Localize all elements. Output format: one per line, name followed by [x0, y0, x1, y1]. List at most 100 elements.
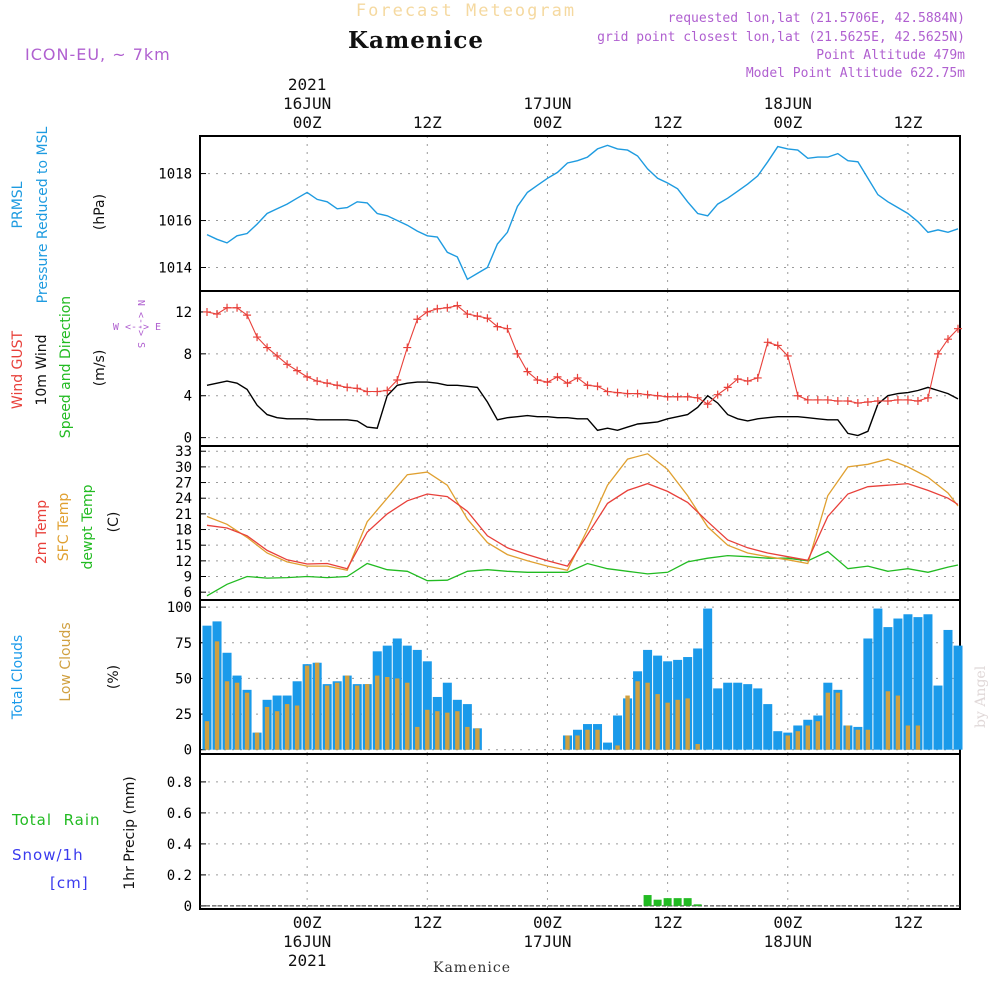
top-time-label: 12Z [893, 113, 922, 132]
wind-gust-marker [753, 373, 762, 382]
wind-gust-marker [943, 335, 952, 344]
rain-bar [663, 898, 672, 906]
low-cloud-bar [615, 745, 620, 750]
wind-gust-marker [903, 395, 912, 404]
wind-gust-marker [573, 373, 582, 382]
total-cloud-bar [893, 618, 903, 750]
low-cloud-bar [885, 691, 891, 750]
wind-ytick-label: 0 [184, 431, 192, 447]
temperature-ytick-label: 27 [175, 476, 192, 492]
low-cloud-bar [865, 729, 871, 750]
wind-gust-marker [323, 379, 332, 388]
wind-gust-marker [863, 398, 872, 407]
low-cloud-bar [685, 698, 690, 750]
precip-label-rain: Total Rain [11, 811, 101, 829]
low-cloud-bar [314, 662, 320, 750]
low-cloud-bar [355, 685, 360, 750]
wind-gust-marker [403, 343, 412, 352]
low-cloud-bar [805, 725, 811, 750]
wind-gust-marker [933, 349, 942, 358]
low-cloud-bar [294, 705, 300, 750]
wind-gust-marker [233, 303, 242, 312]
wind-gust-marker [273, 351, 282, 360]
wind-gust-marker [463, 310, 472, 319]
temperature-ytick-label: 30 [175, 460, 192, 476]
total-cloud-bar [733, 682, 743, 750]
wind-gust-marker [713, 390, 722, 399]
total-cloud-bar [693, 648, 703, 750]
clouds-label-b: Low Clouds [58, 622, 74, 701]
pressure-line [206, 144, 959, 281]
wind-gust-marker [803, 395, 812, 404]
total-cloud-bar [923, 614, 933, 750]
clouds-ytick-label: 75 [175, 636, 192, 652]
low-cloud-bar [575, 735, 580, 750]
bottom-time-label: 00Z [773, 913, 802, 932]
wind-gust-marker [853, 399, 862, 408]
low-cloud-bar [905, 725, 911, 750]
bottom-time-label: 18JUN [764, 932, 812, 951]
bottom-time-label: 2021 [288, 951, 327, 970]
wind-gust-marker [353, 384, 362, 393]
wind-gust-marker [503, 324, 512, 333]
wind-gust-marker [653, 391, 662, 400]
low-cloud-bar [204, 721, 210, 750]
low-cloud-bar [395, 678, 400, 750]
low-cloud-bar [835, 692, 841, 750]
precip-panel-frame [199, 753, 961, 910]
low-cloud-bar [815, 721, 821, 750]
wind-gust-marker [473, 312, 482, 321]
bottom-time-label: 00Z [293, 913, 322, 932]
top-time-label: 16JUN [283, 94, 331, 113]
wind-gust-marker [843, 396, 852, 405]
total-cloud-bar [933, 685, 943, 750]
low-cloud-bar [625, 695, 630, 750]
wind-gust-marker [283, 360, 292, 369]
rain-bar [673, 898, 682, 906]
footer-location: Kamenice [433, 960, 511, 976]
low-cloud-bar [214, 641, 220, 750]
bottom-time-label: 12Z [653, 913, 682, 932]
top-time-label: 00Z [293, 113, 322, 132]
wind-gust-marker [703, 400, 712, 409]
wind-gust-marker [923, 393, 932, 402]
wind-unit: (m/s) [92, 350, 108, 387]
model-name: ICON-EU, ~ 7km [25, 45, 171, 64]
wind-gust-marker [213, 310, 222, 319]
total-cloud-bar [613, 715, 623, 750]
low-cloud-bar [565, 735, 570, 750]
wind-gust-line [206, 305, 959, 405]
wind-gust-marker [483, 314, 492, 323]
clouds-ytick-label: 100 [167, 600, 192, 616]
wind-gust-marker [913, 396, 922, 405]
wind-gust-marker [303, 372, 312, 381]
low-cloud-bar [845, 725, 851, 750]
temperature-ytick-label: 12 [175, 554, 192, 570]
precip-label-snow: Snow/1h [12, 846, 84, 864]
low-cloud-bar [645, 682, 650, 750]
total-cloud-bar [773, 731, 783, 750]
precip-ytick-label: 0.6 [167, 806, 192, 822]
wind-gust-marker [453, 301, 462, 310]
temp-unit: (C) [106, 512, 122, 533]
low-cloud-bar [695, 744, 700, 750]
temperature-ytick-label: 33 [175, 444, 192, 460]
low-cloud-bar [455, 711, 460, 750]
temperature-ytick-label: 9 [184, 570, 192, 586]
clouds-unit: (%) [106, 665, 122, 689]
wind-gust-marker [413, 315, 422, 324]
precip-ytick-label: 0.8 [167, 775, 192, 791]
low-cloud-bar [795, 731, 800, 750]
wind-gust-marker [543, 378, 552, 387]
precip-ytick-label: 0 [184, 899, 192, 915]
low-cloud-bar [385, 677, 390, 750]
top-time-label: 12Z [413, 113, 442, 132]
low-cloud-bar [274, 711, 280, 750]
wind-gust-marker [533, 376, 542, 385]
wind-gust-marker [343, 383, 352, 392]
total-cloud-bar [743, 684, 753, 750]
wind-gust-marker [313, 377, 322, 386]
total-cloud-bar [873, 608, 883, 750]
low-cloud-bar [365, 684, 370, 750]
wind-gust-marker [663, 392, 672, 401]
